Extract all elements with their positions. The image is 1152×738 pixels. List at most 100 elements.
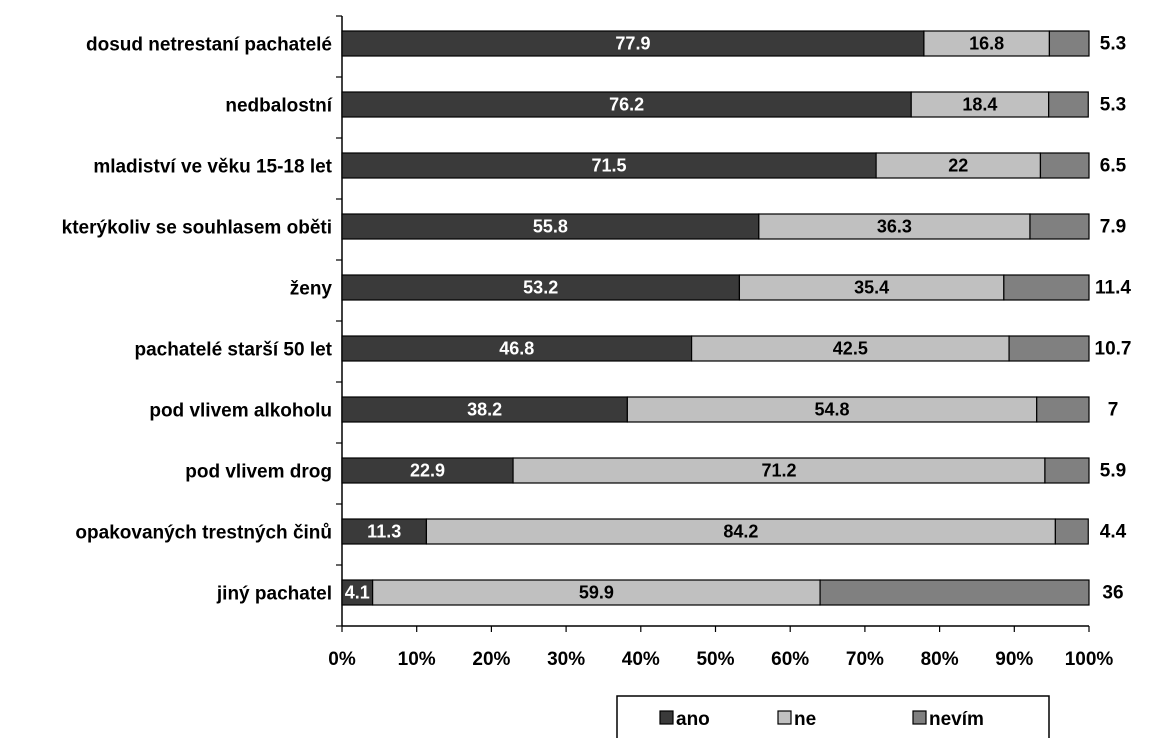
bar-segment-ne — [910, 91, 1050, 118]
bar-segment-ne — [425, 518, 1056, 545]
data-label-ne: 22 — [948, 156, 968, 176]
category-label: pod vlivem alkoholu — [149, 401, 332, 422]
bar-segment-nevím — [1048, 30, 1090, 57]
bar-row: 55.8 36.3 7.9 — [341, 213, 1126, 240]
bar-row: 77.9 16.8 5.3 — [341, 30, 1126, 57]
bar-segment-nevím — [1054, 518, 1089, 545]
bar-segment-ano — [341, 579, 374, 606]
bar-segment-ne — [738, 274, 1005, 301]
data-label-ne: 18.4 — [962, 95, 997, 115]
data-label-ne: 36.3 — [877, 217, 912, 237]
bar-segment-ano — [341, 457, 514, 484]
data-label-ne: 71.2 — [761, 461, 796, 481]
data-label-ano: 77.9 — [615, 34, 650, 54]
legend-label-nevím: nevím — [929, 709, 984, 730]
bar-segment-nevím — [819, 579, 1090, 606]
category-label: ženy — [290, 279, 333, 300]
data-label-nevím: 4.4 — [1100, 522, 1127, 543]
legend-swatch-ne — [777, 710, 792, 725]
bar-segment-nevím — [1029, 213, 1090, 240]
category-labels: dosud netrestaní pachatelé nedbalostní mla… — [62, 35, 333, 605]
data-label-nevím: 10.7 — [1095, 339, 1132, 360]
data-label-ano: 76.2 — [609, 95, 644, 115]
x-tick-label: 10% — [398, 649, 436, 670]
data-label-nevím: 5.3 — [1100, 95, 1126, 116]
bar-segment-ano — [341, 152, 877, 179]
data-label-nevím: 5.3 — [1100, 34, 1126, 55]
legend: ano ne nevím — [616, 695, 1050, 738]
bar-row: 76.2 18.4 5.3 — [341, 91, 1126, 118]
bar-segment-ano — [341, 396, 628, 423]
legend-swatch-nevím — [912, 710, 927, 725]
x-tick-label: 60% — [771, 649, 809, 670]
x-tick-label: 70% — [846, 649, 884, 670]
bar-row: 46.8 42.5 10.7 — [341, 335, 1132, 362]
data-label-ano: 22.9 — [410, 461, 445, 481]
bar-row: 22.9 71.2 5.9 — [341, 457, 1126, 484]
legend-box — [616, 695, 1050, 738]
bar-row: 4.1 59.9 36 — [341, 579, 1124, 606]
bar-segment-ano — [341, 518, 428, 545]
data-label-ano: 53.2 — [523, 278, 558, 298]
data-label-nevím: 7 — [1108, 400, 1119, 421]
bar-segment-ne — [512, 457, 1046, 484]
bar-segment-ne — [626, 396, 1038, 423]
bar-row: 11.3 84.2 4.4 — [341, 518, 1127, 545]
x-tick-label: 100% — [1065, 649, 1114, 670]
data-label-ne: 42.5 — [833, 339, 868, 359]
data-label-ano: 38.2 — [467, 400, 502, 420]
x-tick-label: 80% — [921, 649, 959, 670]
bar-row: 53.2 35.4 11.4 — [341, 274, 1131, 301]
data-label-nevím: 5.9 — [1100, 461, 1126, 482]
data-label-ano: 55.8 — [533, 217, 568, 237]
bar-segment-nevím — [1044, 457, 1090, 484]
bar-row: 38.2 54.8 7 — [341, 396, 1119, 423]
data-label-ano: 46.8 — [499, 339, 534, 359]
x-tick-label: 20% — [472, 649, 510, 670]
bar-segment-ano — [341, 213, 760, 240]
bar-segment-ano — [341, 91, 912, 118]
category-label: kterýkoliv se souhlasem oběti — [62, 218, 332, 239]
bar-segment-nevím — [1008, 335, 1090, 362]
bar-segment-nevím — [1039, 152, 1090, 179]
bar-segment-nevím — [1036, 396, 1090, 423]
category-label: nedbalostní — [225, 96, 332, 117]
data-label-ne: 54.8 — [815, 400, 850, 420]
bar-segment-nevím — [1048, 91, 1089, 118]
bar-segment-ne — [372, 579, 821, 606]
legend-swatch-ano — [659, 710, 674, 725]
category-label: dosud netrestaní pachatelé — [86, 35, 332, 56]
data-label-nevím: 11.4 — [1095, 278, 1131, 299]
bar-segment-ne — [875, 152, 1042, 179]
category-label: mladiství ve věku 15-18 let — [93, 157, 332, 178]
data-label-ne: 35.4 — [854, 278, 889, 298]
category-label: pod vlivem drog — [185, 462, 332, 483]
data-label-nevím: 6.5 — [1100, 156, 1127, 177]
bar-segment-nevím — [1003, 274, 1090, 301]
x-tick-label: 40% — [622, 649, 660, 670]
x-tick-label: 50% — [696, 649, 734, 670]
data-label-nevím: 7.9 — [1100, 217, 1126, 238]
category-label: pachatelé starší 50 let — [135, 340, 333, 361]
bar-segment-ano — [341, 274, 741, 301]
bar-segment-ano — [341, 335, 693, 362]
x-tick-label: 0% — [328, 649, 356, 670]
data-label-ano: 11.3 — [367, 522, 401, 542]
legend-label-ne: ne — [794, 709, 816, 730]
bar-segment-ne — [923, 30, 1051, 57]
legend-label-ano: ano — [676, 709, 710, 730]
data-label-ano: 71.5 — [592, 156, 627, 176]
x-axis-ticks: 0% 10% 20% 30% 40% 50% 60% 70% 80% 90% 100% — [328, 626, 1113, 670]
data-label-ano: 4.1 — [345, 583, 370, 603]
data-label-ne: 84.2 — [723, 522, 758, 542]
category-label: jiný pachatel — [216, 584, 332, 605]
data-label-ne: 16.8 — [969, 34, 1004, 54]
category-label: opakovaných trestných činů — [75, 523, 332, 544]
x-tick-label: 30% — [547, 649, 585, 670]
data-label-nevím: 36 — [1102, 583, 1123, 604]
data-label-ne: 59.9 — [579, 583, 614, 603]
x-tick-label: 90% — [995, 649, 1033, 670]
bar-row: 71.5 22 6.5 — [341, 152, 1127, 179]
bars-group: 77.9 16.8 5.376.2 18.4 5.371.5 22 6.555.8 36.3 7… — [341, 30, 1132, 606]
